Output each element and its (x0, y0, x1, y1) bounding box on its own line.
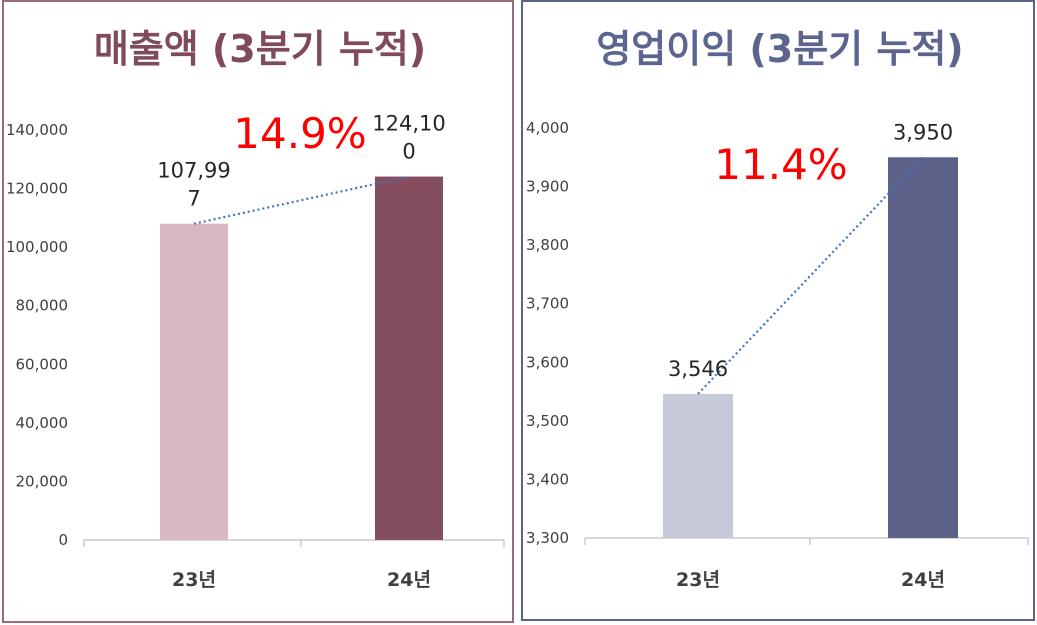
y-tick-label: 3,600 (526, 353, 569, 371)
trend-line (193, 175, 410, 225)
y-tick-label: 3,800 (526, 236, 569, 254)
chart-title: 매출액 (3분기 누적) (94, 27, 426, 71)
bar-24년 (888, 157, 958, 539)
y-tick-label: 140,000 (6, 121, 68, 139)
data-label: 7 (187, 187, 200, 211)
y-tick-label: 0 (58, 531, 68, 549)
chart-title: 영업이익 (3분기 누적) (596, 27, 963, 71)
y-tick-label: 40,000 (16, 414, 69, 432)
growth-annotation: 11.4% (714, 140, 847, 189)
x-category-label: 24년 (901, 569, 945, 591)
growth-annotation: 14.9% (233, 109, 366, 158)
y-tick-label: 3,400 (526, 470, 569, 488)
y-tick-label: 3,300 (526, 529, 569, 547)
y-tick-label: 3,700 (526, 295, 569, 313)
y-tick-label: 20,000 (16, 472, 69, 490)
sales-chart-panel: 매출액 (3분기 누적) 14.9% 0 20,000 40,000 60,000 80… (2, 0, 514, 623)
data-label: 3,546 (668, 357, 728, 381)
data-label: 107,99 (157, 159, 230, 183)
y-tick-label: 3,900 (526, 178, 569, 196)
data-label: 3,950 (893, 120, 953, 144)
y-tick-label: 60,000 (16, 355, 69, 373)
y-tick-label: 120,000 (6, 180, 68, 198)
bar-23년 (663, 393, 733, 538)
x-category-label: 23년 (172, 569, 216, 591)
bar-24년 (375, 176, 443, 541)
y-tick-label: 80,000 (16, 297, 69, 315)
x-category-label: 24년 (387, 569, 431, 591)
operating-profit-chart-panel: 영업이익 (3분기 누적) 11.4% 3,300 3,400 3,500 3,600… (521, 0, 1035, 621)
operating-profit-chart: 영업이익 (3분기 누적) 11.4% 3,300 3,400 3,500 3,600… (526, 27, 1029, 591)
y-tick-label: 3,500 (526, 412, 569, 430)
sales-chart: 매출액 (3분기 누적) 14.9% 0 20,000 40,000 60,000 80… (6, 27, 505, 591)
data-label: 124,10 (372, 112, 445, 136)
x-category-label: 23년 (676, 569, 720, 591)
y-tick-label: 100,000 (6, 238, 68, 256)
y-tick-label: 4,000 (526, 119, 569, 137)
bar-23년 (160, 223, 228, 540)
data-label: 0 (402, 140, 415, 164)
